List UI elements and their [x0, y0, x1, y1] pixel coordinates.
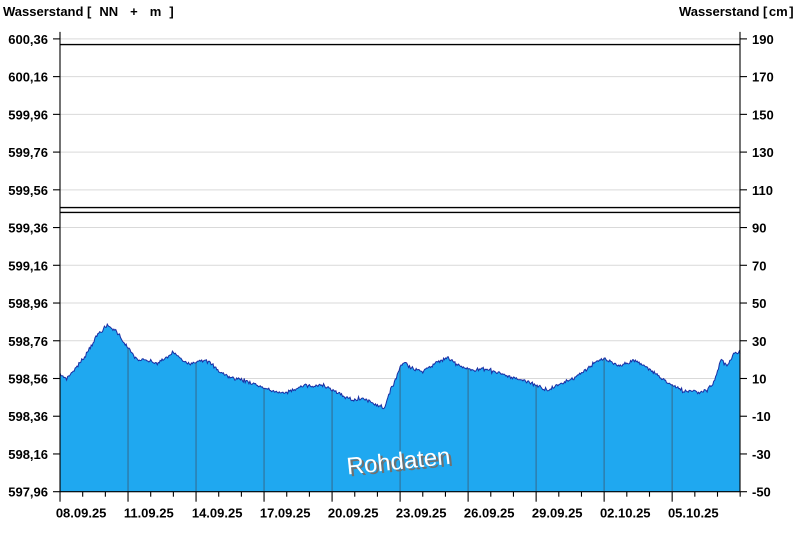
svg-text:600,36: 600,36 — [8, 32, 48, 47]
svg-text:70: 70 — [752, 258, 766, 273]
svg-text:10: 10 — [752, 372, 766, 387]
svg-text:110: 110 — [752, 183, 773, 198]
svg-text:11.09.25: 11.09.25 — [124, 506, 174, 521]
svg-text:-30: -30 — [752, 447, 771, 462]
svg-text:08.09.25: 08.09.25 — [56, 506, 107, 521]
svg-text:29.09.25: 29.09.25 — [532, 506, 583, 521]
svg-text:130: 130 — [752, 145, 774, 160]
svg-text:05.10.25: 05.10.25 — [668, 506, 719, 521]
svg-text:02.10.25: 02.10.25 — [600, 506, 651, 521]
svg-text:23.09.25: 23.09.25 — [396, 506, 447, 521]
svg-text:598,56: 598,56 — [8, 372, 48, 387]
svg-text:26.09.25: 26.09.25 — [464, 506, 515, 521]
svg-text:599,76: 599,76 — [8, 145, 48, 160]
svg-text:20.09.25: 20.09.25 — [328, 506, 379, 521]
svg-text:14.09.25: 14.09.25 — [192, 506, 243, 521]
svg-text:597,96: 597,96 — [8, 485, 48, 500]
svg-text:600,16: 600,16 — [8, 70, 48, 85]
svg-text:170: 170 — [752, 70, 774, 85]
svg-text:Wasserstand [cm]: Wasserstand [cm] — [679, 4, 794, 19]
svg-text:150: 150 — [752, 107, 774, 122]
svg-text:90: 90 — [752, 221, 766, 236]
svg-text:598,16: 598,16 — [8, 447, 48, 462]
svg-text:599,96: 599,96 — [8, 107, 48, 122]
svg-text:30: 30 — [752, 334, 766, 349]
svg-text:599,56: 599,56 — [8, 183, 48, 198]
svg-text:-10: -10 — [752, 409, 771, 424]
svg-text:190: 190 — [752, 32, 774, 47]
svg-text:598,36: 598,36 — [8, 409, 48, 424]
svg-text:598,96: 598,96 — [8, 296, 48, 311]
svg-text:599,16: 599,16 — [8, 258, 48, 273]
svg-text:598,76: 598,76 — [8, 334, 48, 349]
svg-text:599,36: 599,36 — [8, 221, 48, 236]
svg-text:-50: -50 — [752, 485, 771, 500]
svg-text:50: 50 — [752, 296, 766, 311]
svg-text:17.09.25: 17.09.25 — [260, 506, 311, 521]
